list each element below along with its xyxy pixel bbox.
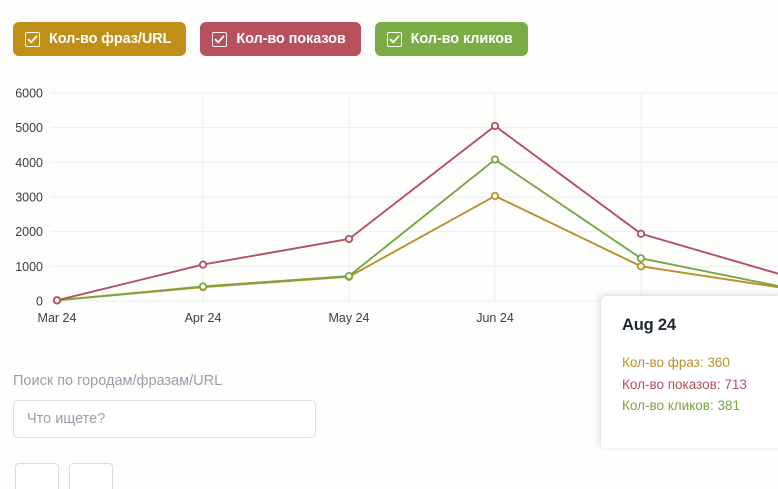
series-line-clicks (56, 158, 778, 302)
action-button-1[interactable] (15, 463, 59, 489)
tooltip-title: Aug 24 (622, 316, 676, 334)
legend-toggle-label: Кол-во показов (236, 31, 346, 47)
x-axis-tick-label: Mar 24 (38, 311, 77, 325)
x-axis-tick-label: Jun 24 (476, 311, 514, 325)
legend-toggle-label: Кол-во фраз/URL (49, 31, 172, 47)
data-point-clicks[interactable] (344, 271, 354, 281)
checkbox-checked-icon (25, 31, 40, 47)
y-axis-tick-label: 0 (36, 295, 43, 309)
x-axis-tick-label: Apr 24 (185, 311, 222, 325)
y-axis-tick-label: 3000 (15, 191, 43, 205)
chart-legend-toggles: Кол-во фраз/URL Кол-во показов Кол-во кл… (13, 22, 528, 56)
checkbox-checked-icon (212, 31, 228, 47)
line-chart[interactable]: 0 1000 2000 3000 4000 5000 6000 Mar 24 Apr 24 May… (0, 78, 778, 338)
data-point-impressions[interactable] (198, 260, 208, 269)
data-point-impressions[interactable] (636, 229, 646, 238)
chart-tooltip: Aug 24 Кол-во фраз: 360 Кол-во показов: … (601, 296, 778, 448)
y-axis-tick-label: 2000 (15, 225, 43, 239)
data-point-impressions[interactable] (490, 121, 500, 131)
data-point-phrases[interactable] (490, 191, 500, 201)
y-axis-tick-label: 4000 (15, 156, 43, 170)
series-line-impressions (56, 124, 778, 302)
checkbox-checked-icon (386, 31, 402, 47)
tooltip-row-clicks: Кол-во кликов: 381 (622, 398, 740, 413)
y-axis-tick-label: 5000 (15, 121, 43, 135)
tooltip-row-phrases: Кол-во фраз: 360 (622, 355, 730, 370)
data-point-clicks[interactable] (490, 155, 500, 164)
y-axis-tick-label: 6000 (15, 87, 43, 101)
legend-toggle-impressions[interactable]: Кол-во показов (200, 22, 361, 56)
data-point-clicks[interactable] (198, 282, 208, 291)
data-point-impressions[interactable] (52, 296, 62, 305)
data-point-phrases[interactable] (636, 262, 646, 271)
search-input[interactable] (13, 400, 316, 438)
search-section: Поиск по городам/фразам/URL (13, 373, 316, 438)
legend-toggle-clicks[interactable]: Кол-во кликов (374, 22, 528, 56)
data-point-impressions[interactable] (344, 234, 354, 244)
data-point-clicks[interactable] (636, 254, 646, 263)
chart-canvas: 0 1000 2000 3000 4000 5000 6000 Mar 24 Apr 24 May… (0, 78, 778, 338)
x-axis-tick-label: May 24 (329, 311, 370, 325)
y-axis-tick-label: 1000 (15, 260, 43, 274)
legend-toggle-phrases[interactable]: Кол-во фраз/URL (13, 22, 187, 56)
action-button-2[interactable] (69, 463, 113, 489)
search-label: Поиск по городам/фразам/URL (13, 373, 223, 389)
bottom-action-bar (15, 463, 113, 489)
legend-toggle-label: Кол-во кликов (410, 31, 513, 47)
tooltip-row-impressions: Кол-во показов: 713 (622, 376, 747, 392)
